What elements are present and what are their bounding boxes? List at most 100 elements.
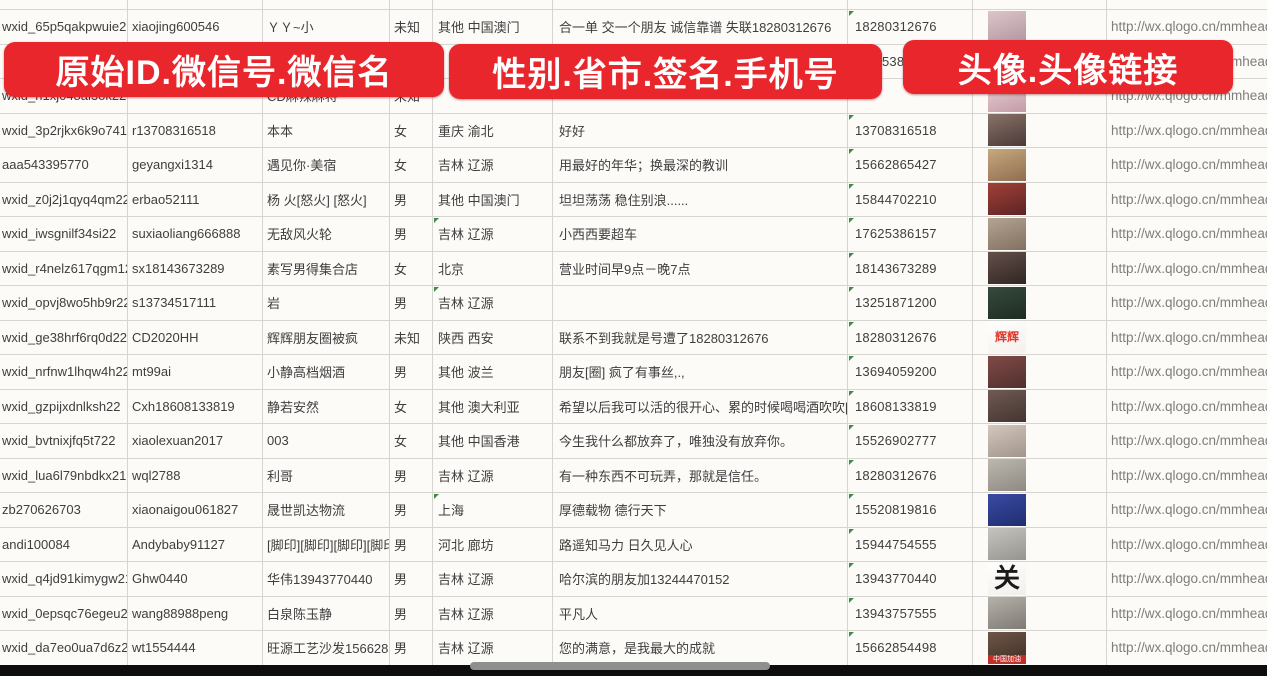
cell-region[interactable]: 吉林 辽源: [433, 596, 553, 631]
cell-wechat-id[interactable]: Ghw0440: [128, 562, 263, 597]
cell-signature[interactable]: [553, 286, 848, 321]
empty-cell[interactable]: [128, 0, 263, 10]
cell-original-id[interactable]: wxid_nrfnw1lhqw4h22: [0, 355, 128, 390]
cell-avatar[interactable]: [973, 217, 1107, 252]
cell-signature[interactable]: 有一种东西不可玩弄，那就是信任。: [553, 458, 848, 493]
cell-gender[interactable]: 男: [390, 355, 433, 390]
cell-avatar[interactable]: [973, 596, 1107, 631]
cell-wechat-name[interactable]: 旺源工艺沙发15662854: [263, 631, 390, 666]
cell-avatar[interactable]: [973, 251, 1107, 286]
cell-region[interactable]: 吉林 辽源: [433, 286, 553, 321]
cell-wechat-name[interactable]: 无敌风火轮: [263, 217, 390, 252]
cell-original-id[interactable]: wxid_iwsgnilf34si22: [0, 217, 128, 252]
cell-original-id[interactable]: wxid_r4nelz617qgm12: [0, 251, 128, 286]
cell-avatar-link[interactable]: http://wx.qlogo.cn/mmhead: [1107, 148, 1267, 183]
cell-signature[interactable]: 路遥知马力 日久见人心: [553, 527, 848, 562]
cell-wechat-id[interactable]: CD2020HH: [128, 320, 263, 355]
cell-avatar[interactable]: [973, 493, 1107, 528]
cell-avatar[interactable]: [973, 355, 1107, 390]
cell-avatar-link[interactable]: http://wx.qlogo.cn/mmhead: [1107, 597, 1267, 631]
cell-phone[interactable]: 13251871200: [848, 286, 973, 321]
cell-wechat-name[interactable]: 003: [263, 424, 390, 459]
cell-avatar-link[interactable]: http://wx.qlogo.cn/mmhead: [1107, 217, 1267, 252]
cell-gender[interactable]: 男: [390, 493, 433, 528]
cell-region[interactable]: 吉林 辽源: [433, 562, 553, 597]
cell-signature[interactable]: 哈尔滨的朋友加13244470152: [553, 562, 848, 597]
cell-phone[interactable]: 18608133819: [848, 389, 973, 424]
cell-avatar[interactable]: [973, 113, 1107, 148]
cell-avatar-link[interactable]: http://wx.qlogo.cn/mmhead: [1107, 183, 1267, 217]
cell-avatar-link[interactable]: http://wx.qlogo.cn/mmhead: [1107, 252, 1267, 286]
cell-phone[interactable]: 15844702210: [848, 182, 973, 217]
cell-gender[interactable]: 男: [390, 527, 433, 562]
cell-avatar[interactable]: [973, 424, 1107, 459]
cell-phone[interactable]: 15662854498: [848, 631, 973, 666]
cell-original-id[interactable]: wxid_q4jd91kimygw21: [0, 562, 128, 597]
cell-wechat-name[interactable]: 辉辉朋友圈被疯: [263, 320, 390, 355]
cell-signature[interactable]: 希望以后我可以活的很开心、累的时候喝喝酒吹吹[: [553, 389, 848, 424]
cell-phone[interactable]: 18280312676: [848, 458, 973, 493]
cell-original-id[interactable]: aaa543395770: [0, 148, 128, 183]
cell-region[interactable]: 其他 中国澳门: [433, 182, 553, 217]
cell-avatar-link[interactable]: http://wx.qlogo.cn/mmhead: [1107, 528, 1267, 562]
cell-wechat-name[interactable]: 杨 火[怒火] [怒火]: [263, 182, 390, 217]
cell-signature[interactable]: 联系不到我就是号遭了18280312676: [553, 320, 848, 355]
cell-avatar-link[interactable]: http://wx.qlogo.cn/mmhead: [1107, 390, 1267, 424]
cell-region[interactable]: 河北 廊坊: [433, 527, 553, 562]
cell-signature[interactable]: 今生我什么都放弃了，唯独没有放弃你。: [553, 424, 848, 459]
cell-gender[interactable]: 男: [390, 596, 433, 631]
cell-signature[interactable]: 厚德载物 德行天下: [553, 493, 848, 528]
cell-wechat-id[interactable]: wang88988peng: [128, 596, 263, 631]
cell-region[interactable]: 重庆 渝北: [433, 113, 553, 148]
cell-wechat-name[interactable]: [脚印][脚印][脚印][脚印: [263, 527, 390, 562]
cell-wechat-name[interactable]: 岩: [263, 286, 390, 321]
cell-avatar-link[interactable]: http://wx.qlogo.cn/mmhead: [1107, 355, 1267, 390]
cell-signature[interactable]: 营业时间早9点－晚7点: [553, 251, 848, 286]
cell-avatar[interactable]: 关: [973, 562, 1107, 597]
cell-wechat-id[interactable]: sx18143673289: [128, 251, 263, 286]
cell-region[interactable]: 其他 中国香港: [433, 424, 553, 459]
cell-original-id[interactable]: wxid_da7eo0ua7d6z22: [0, 631, 128, 666]
cell-avatar[interactable]: 中国加油: [973, 631, 1107, 666]
cell-original-id[interactable]: wxid_lua6l79nbdkx21: [0, 458, 128, 493]
cell-region[interactable]: 其他 波兰: [433, 355, 553, 390]
empty-cell[interactable]: [553, 0, 848, 10]
cell-phone[interactable]: 17625386157: [848, 217, 973, 252]
cell-wechat-id[interactable]: s13734517111: [128, 286, 263, 321]
cell-wechat-name[interactable]: 小静高档烟酒: [263, 355, 390, 390]
empty-cell[interactable]: [1107, 0, 1267, 10]
cell-original-id[interactable]: wxid_opvj8wo5hb9r22: [0, 286, 128, 321]
cell-avatar-link[interactable]: http://wx.qlogo.cn/mmhead: [1107, 321, 1267, 355]
cell-wechat-id[interactable]: mt99ai: [128, 355, 263, 390]
cell-avatar-link[interactable]: http://wx.qlogo.cn/mmhead: [1107, 424, 1267, 459]
cell-signature[interactable]: 用最好的年华；换最深的教训: [553, 148, 848, 183]
cell-wechat-id[interactable]: xiaojing600546: [128, 10, 263, 45]
cell-region[interactable]: 吉林 辽源: [433, 631, 553, 666]
cell-avatar[interactable]: [973, 458, 1107, 493]
cell-original-id[interactable]: wxid_z0j2j1qyq4qm22: [0, 182, 128, 217]
cell-gender[interactable]: 男: [390, 562, 433, 597]
cell-wechat-id[interactable]: Cxh18608133819: [128, 389, 263, 424]
cell-wechat-name[interactable]: 本本: [263, 113, 390, 148]
cell-original-id[interactable]: wxid_3p2rjkx6k9o741: [0, 113, 128, 148]
cell-original-id[interactable]: wxid_bvtnixjfq5t722: [0, 424, 128, 459]
empty-cell[interactable]: [0, 0, 128, 10]
cell-original-id[interactable]: wxid_gzpijxdnlksh22: [0, 389, 128, 424]
cell-gender[interactable]: 男: [390, 286, 433, 321]
cell-original-id[interactable]: andi100084: [0, 527, 128, 562]
cell-avatar-link[interactable]: http://wx.qlogo.cn/mmhead: [1107, 493, 1267, 528]
cell-wechat-name[interactable]: 白泉陈玉静: [263, 596, 390, 631]
cell-gender[interactable]: 男: [390, 182, 433, 217]
cell-phone[interactable]: 15520819816: [848, 493, 973, 528]
cell-region[interactable]: 其他 中国澳门: [433, 10, 553, 45]
cell-signature[interactable]: 平凡人: [553, 596, 848, 631]
cell-avatar-link[interactable]: http://wx.qlogo.cn/mmhead: [1107, 562, 1267, 597]
cell-avatar-link[interactable]: http://wx.qlogo.cn/mmhead: [1107, 459, 1267, 493]
cell-signature[interactable]: 小西西要超车: [553, 217, 848, 252]
cell-gender[interactable]: 未知: [390, 10, 433, 45]
cell-region[interactable]: 吉林 辽源: [433, 217, 553, 252]
cell-original-id[interactable]: wxid_65p5qakpwuie22: [0, 10, 128, 45]
empty-cell[interactable]: [848, 0, 973, 10]
cell-wechat-name[interactable]: 遇见你·美宿: [263, 148, 390, 183]
cell-avatar[interactable]: [973, 286, 1107, 321]
